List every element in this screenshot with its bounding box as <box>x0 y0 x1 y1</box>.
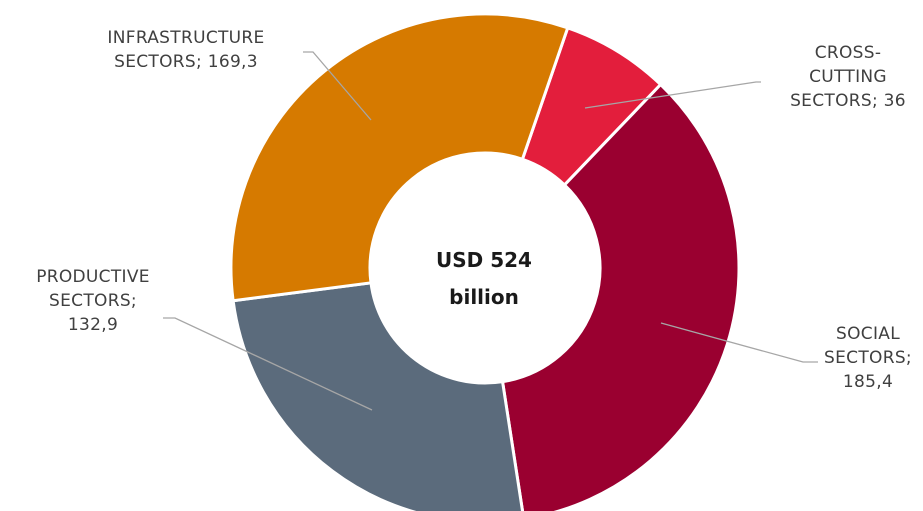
slice-label: PRODUCTIVE SECTORS; 132,9 <box>36 267 150 335</box>
slice-label-line: PRODUCTIVE <box>36 267 150 287</box>
donut-slice-infrastructure-sectors <box>229 12 570 303</box>
center-label-line-2: billion <box>449 285 519 309</box>
slice-label-line: SECTORS; 36 <box>790 91 906 111</box>
donut-hole <box>370 153 600 383</box>
slice-label-line: SECTORS; <box>49 291 137 311</box>
slice-label-line: SOCIAL <box>836 324 900 344</box>
slices-layer <box>229 12 741 511</box>
slice-label-line: SECTORS; <box>824 348 912 368</box>
slice-label-line: SECTORS; 169,3 <box>114 52 258 72</box>
leader-line <box>660 322 818 363</box>
slice-label-line: CUTTING <box>809 67 887 87</box>
slice-label: SOCIAL SECTORS; 185,4 <box>824 324 912 392</box>
slice-label-line: 185,4 <box>843 372 893 392</box>
center-label: USD 524 billion <box>436 248 532 309</box>
slice-label-line: 132,9 <box>68 315 118 335</box>
leader-lines-layer <box>163 51 818 411</box>
slice-label-line: INFRASTRUCTURE <box>107 28 264 48</box>
leader-line <box>303 51 372 121</box>
center-label-line-1: USD 524 <box>436 248 532 272</box>
slice-label-line: CROSS- <box>815 43 882 63</box>
slice-label: CROSS- CUTTING SECTORS; 36 <box>790 43 906 111</box>
slice-label: INFRASTRUCTURE SECTORS; 169,3 <box>107 28 264 72</box>
slice-labels-layer: CROSS- CUTTING SECTORS; 36 SOCIAL SECTORS; 18… <box>36 28 912 392</box>
leader-line <box>163 317 373 411</box>
leader-line <box>584 81 761 109</box>
